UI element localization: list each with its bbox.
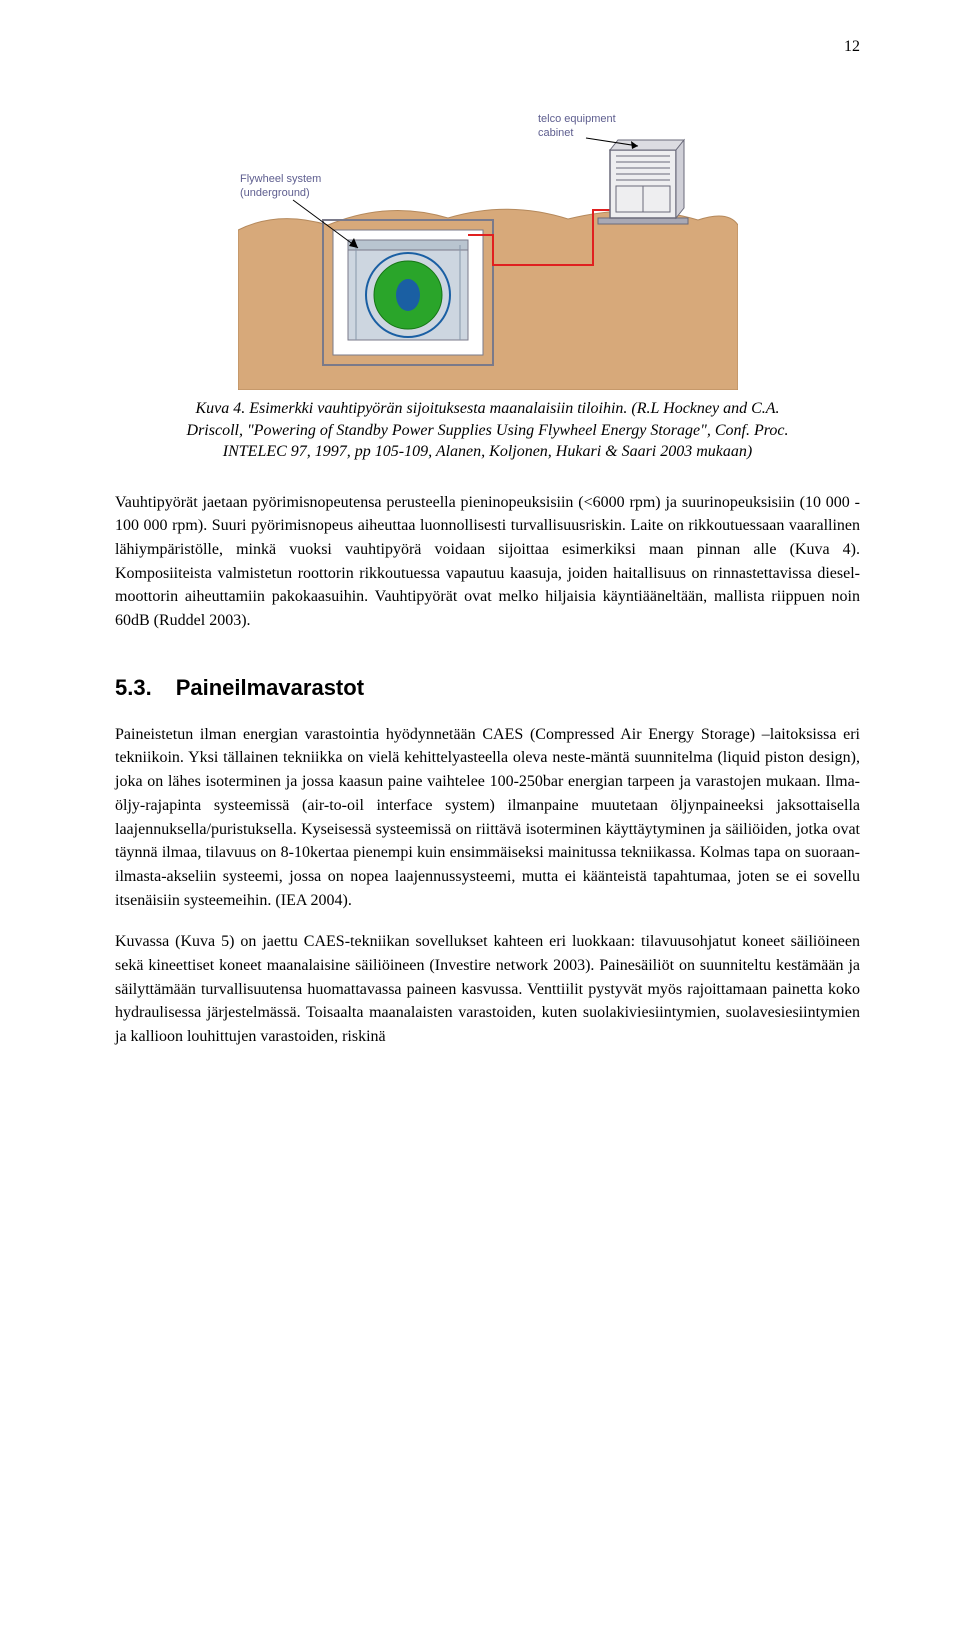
document-page: 12	[0, 0, 960, 1627]
flywheel-hub	[396, 279, 420, 311]
cabinet-base	[598, 218, 688, 224]
caption-ref: Kuva 4.	[195, 400, 245, 417]
caption-line2: Driscoll, "Powering of Standby Power Sup…	[187, 422, 789, 439]
flywheel-lid	[348, 240, 468, 250]
paragraph-3: Kuvassa (Kuva 5) on jaettu CAES-tekniika…	[115, 930, 860, 1048]
paragraph-1: Vauhtipyörät jaetaan pyörimisnopeutensa …	[115, 491, 860, 633]
flywheel-label-line2: (underground)	[240, 187, 310, 199]
caption-line3: INTELEC 97, 1997, pp 105-109, Alanen, Ko…	[223, 443, 752, 460]
caption-main: Esimerkki vauhtipyörän sijoituksesta maa…	[249, 400, 779, 417]
cabinet-top	[610, 140, 684, 150]
ground-shape	[238, 209, 738, 390]
cabinet-side	[676, 140, 684, 218]
figure-4-caption: Kuva 4. Esimerkki vauhtipyörän sijoituks…	[187, 398, 789, 463]
cabinet-label-line2: cabinet	[538, 127, 573, 139]
section-title: Paineilmavarastot	[176, 675, 364, 700]
flywheel-label-line1: Flywheel system	[240, 173, 321, 185]
figure-4-diagram: telco equipment cabinet Flywheel system …	[238, 110, 738, 390]
cabinet-label-line1: telco equipment	[538, 113, 616, 125]
paragraph-2: Paineistetun ilman energian varastointia…	[115, 723, 860, 912]
section-heading-5-3: 5.3. Paineilmavarastot	[115, 675, 860, 701]
page-number: 12	[844, 38, 860, 56]
figure-4-block: telco equipment cabinet Flywheel system …	[115, 110, 860, 463]
section-number: 5.3.	[115, 675, 152, 700]
